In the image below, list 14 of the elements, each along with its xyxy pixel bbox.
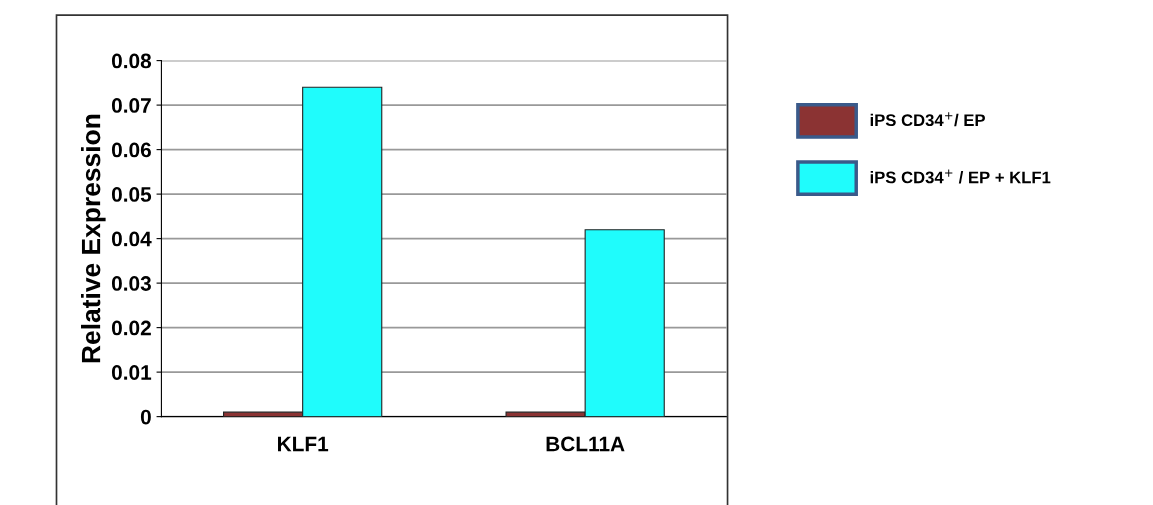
y-tick-label: 0.05 (111, 187, 152, 202)
y-tick-label: 0.06 (111, 142, 151, 158)
y-tick-label: 0.08 (111, 53, 152, 69)
y-tick-label: 0.02 (111, 320, 151, 336)
legend-label: iPS CD34$^{+}$/ EP (870, 112, 985, 127)
y-tick-label: 0.01 (111, 365, 152, 380)
y-tick-label: 0 (140, 409, 151, 425)
y-axis-title: Relative Expression (81, 114, 106, 363)
y-tick-label: 0.04 (111, 231, 152, 247)
y-tick-label: 0.07 (111, 98, 151, 113)
x-tick-label: KLF1 (278, 436, 329, 452)
legend-label: iPS CD34$^{+}$ / EP + KLF1 (870, 169, 1051, 184)
y-tick-label: 0.03 (111, 276, 151, 291)
x-tick-label: BCL11A (546, 436, 625, 452)
